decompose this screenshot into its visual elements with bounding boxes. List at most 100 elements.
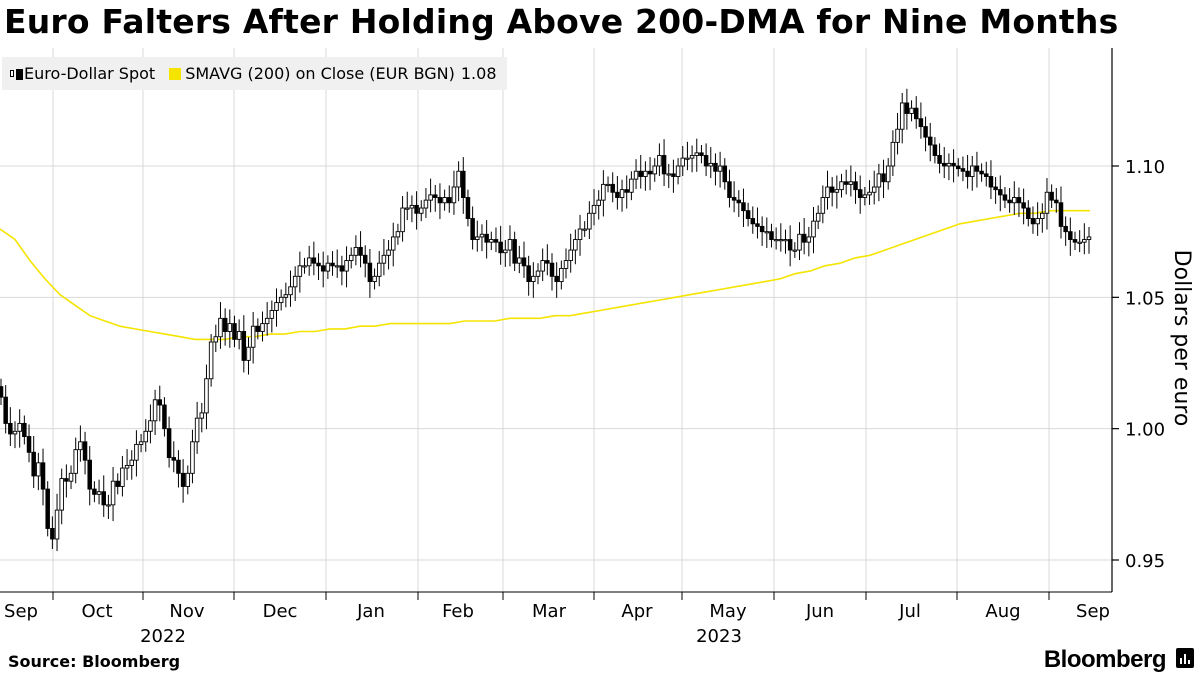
x-tick-label: Aug bbox=[985, 601, 1020, 622]
candle bbox=[825, 170, 830, 210]
candle bbox=[1026, 200, 1031, 227]
candle bbox=[736, 190, 742, 217]
candle bbox=[292, 266, 298, 302]
candle bbox=[227, 309, 233, 348]
candle bbox=[129, 450, 134, 480]
candle bbox=[348, 247, 354, 269]
x-tick-label: Jul bbox=[898, 601, 921, 622]
candle bbox=[750, 206, 756, 234]
candle bbox=[306, 245, 312, 276]
candle bbox=[222, 308, 228, 346]
candle bbox=[1012, 181, 1017, 215]
x-tick-label: Mar bbox=[532, 601, 567, 622]
candle bbox=[87, 446, 92, 506]
candle bbox=[152, 389, 158, 435]
candle bbox=[717, 151, 723, 188]
grid bbox=[0, 48, 1112, 592]
candle bbox=[661, 139, 667, 186]
legend-label-spot: Euro-Dollar Spot bbox=[24, 64, 156, 83]
sma-legend-swatch bbox=[169, 67, 182, 80]
x-tick-label: Apr bbox=[621, 601, 653, 622]
candle bbox=[956, 158, 961, 177]
x-tick-label: Sep bbox=[4, 601, 38, 622]
candle bbox=[731, 181, 737, 213]
candle bbox=[652, 158, 657, 182]
candle bbox=[741, 188, 746, 227]
candle bbox=[843, 169, 849, 195]
candle bbox=[708, 147, 714, 179]
legend-sma-value: 1.08 bbox=[460, 64, 497, 83]
candle bbox=[367, 249, 373, 298]
candle bbox=[325, 255, 331, 279]
y-axis-label: Dollars per euro bbox=[1169, 250, 1194, 427]
candle bbox=[1044, 178, 1050, 230]
candle bbox=[260, 311, 265, 342]
candle bbox=[376, 251, 382, 287]
candle bbox=[419, 200, 424, 222]
candle bbox=[241, 315, 247, 373]
candle bbox=[974, 151, 980, 188]
candle bbox=[970, 156, 975, 191]
candle bbox=[932, 137, 938, 164]
candle bbox=[619, 179, 625, 212]
candle bbox=[255, 318, 261, 340]
candle bbox=[278, 289, 284, 311]
candle bbox=[699, 144, 704, 164]
candle bbox=[568, 233, 573, 273]
x-tick-label: Oct bbox=[81, 601, 112, 622]
candle bbox=[185, 465, 191, 495]
candle bbox=[124, 449, 130, 481]
candle bbox=[671, 159, 676, 193]
candle bbox=[629, 171, 634, 201]
candle bbox=[475, 220, 480, 252]
candle bbox=[17, 409, 22, 448]
candle bbox=[339, 255, 345, 286]
sma-200-line bbox=[0, 209, 1090, 341]
candle bbox=[783, 229, 788, 254]
candle bbox=[82, 431, 88, 475]
candle bbox=[274, 288, 279, 327]
candle bbox=[311, 241, 317, 276]
legend-label-sma: SMAVG (200) on Close (EUR BGN) bbox=[185, 64, 455, 83]
candle bbox=[372, 268, 377, 290]
candle bbox=[330, 251, 335, 276]
candle bbox=[881, 159, 886, 199]
candle bbox=[218, 302, 223, 349]
candle bbox=[895, 112, 900, 155]
candle bbox=[283, 282, 289, 308]
candle bbox=[484, 220, 489, 259]
candle bbox=[582, 221, 587, 237]
candle bbox=[521, 241, 527, 278]
x-tick-label: Sep bbox=[1076, 601, 1110, 622]
candle bbox=[549, 253, 555, 291]
candle bbox=[442, 189, 447, 211]
candle bbox=[78, 425, 83, 462]
candle bbox=[470, 206, 475, 250]
candle bbox=[1021, 188, 1026, 225]
y-tick-label: 1.05 bbox=[1125, 288, 1165, 309]
candle bbox=[106, 494, 111, 520]
candle bbox=[573, 229, 578, 265]
candle bbox=[591, 189, 597, 226]
candle bbox=[8, 407, 13, 447]
candle bbox=[722, 158, 728, 190]
candle bbox=[138, 433, 144, 453]
candle bbox=[885, 158, 891, 190]
candle bbox=[713, 153, 718, 186]
candle bbox=[213, 324, 219, 352]
candle bbox=[526, 255, 531, 296]
candle bbox=[941, 147, 947, 179]
candle bbox=[208, 334, 214, 387]
x-axis: Sep Oct Nov Dec Jan Feb Mar Apr May Jun Jul Aug Sep 2… bbox=[0, 591, 1112, 647]
candle bbox=[503, 240, 508, 267]
candle bbox=[759, 216, 765, 246]
candle bbox=[12, 421, 18, 449]
candle bbox=[31, 436, 36, 489]
candle bbox=[180, 459, 186, 503]
candlestick-legend-icon bbox=[10, 66, 23, 82]
candle bbox=[703, 143, 709, 176]
candle bbox=[867, 180, 872, 205]
candle bbox=[927, 122, 933, 162]
candle bbox=[829, 177, 835, 207]
candles bbox=[0, 88, 1092, 552]
